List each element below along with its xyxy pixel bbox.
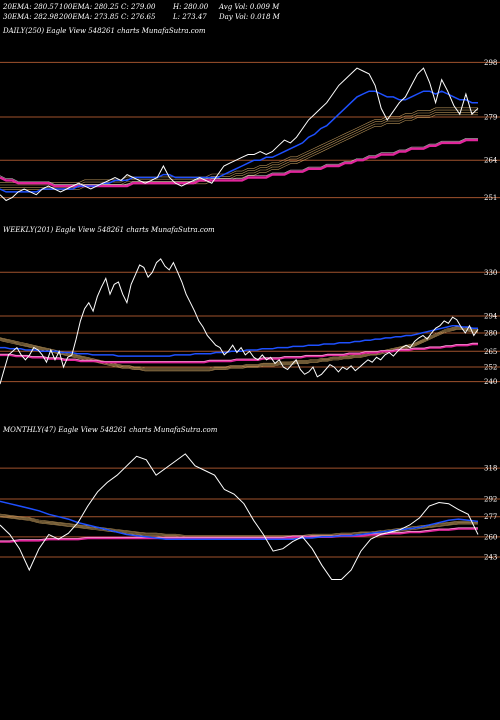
monthly-ema-200 — [0, 527, 478, 543]
avg-vol-value: Avg Vol: 0.009 M — [219, 3, 280, 11]
weekly-level-label-330: 330 — [484, 269, 497, 277]
ema200-value: 200EMA: 273.85 — [59, 13, 119, 21]
daily-ema-200 — [0, 138, 478, 188]
monthly-level-label-243: 243 — [484, 553, 497, 561]
daily-ema-blue — [0, 90, 478, 193]
ema100-value: 100EMA: 280.25 — [59, 3, 119, 11]
close-value-2: C: 276.65 — [121, 13, 156, 21]
day-vol-value: Day Vol: 0.018 M — [219, 13, 280, 21]
high-value: H: 280.00 — [173, 3, 209, 11]
close-value: C: 279.00 — [121, 3, 156, 11]
daily-panel-label: DAILY(250) Eagle View 548261 charts Muna… — [3, 27, 206, 35]
daily-price-line — [0, 67, 479, 202]
weekly-level-label-280: 280 — [484, 330, 497, 338]
monthly-price-line — [0, 453, 479, 580]
weekly-level-label-252: 252 — [484, 364, 497, 372]
ema30-value: 30EMA: 282.98 — [3, 13, 59, 21]
weekly-ema-blue — [0, 324, 478, 357]
daily-level-label-264: 264 — [484, 157, 498, 165]
ema20-value: 20EMA: 280.57 — [3, 3, 59, 11]
monthly-chart: 318 292 277 260 243 — [0, 453, 500, 580]
monthly-level-label-277: 277 — [484, 513, 497, 521]
weekly-price-line — [0, 258, 479, 385]
weekly-ema-200-edge — [0, 342, 478, 362]
daily-level-label-251: 251 — [484, 194, 497, 202]
weekly-level-label-294: 294 — [484, 313, 498, 321]
indicator-row-1: 20EMA: 280.57100EMA: 280.25 C: 279.00 H: 2… — [3, 2, 289, 12]
weekly-level-label-265: 265 — [484, 348, 497, 356]
daily-ema-mid-0 — [0, 114, 478, 190]
indicator-row-2: 30EMA: 282.98200EMA: 273.85 C: 276.65 L: 2… — [3, 12, 289, 22]
monthly-ema-mid-3 — [0, 513, 478, 536]
monthly-ema-200-edge — [0, 527, 478, 542]
indicator-header: 20EMA: 280.57100EMA: 280.25 C: 279.00 H: 2… — [3, 2, 289, 22]
daily-chart: 298 279 264 251 — [0, 59, 500, 202]
weekly-chart: 330 294 280 265 252 240 — [0, 258, 500, 386]
daily-ema-200-edge — [0, 138, 478, 185]
monthly-level-label-318: 318 — [484, 465, 497, 473]
weekly-panel-label: WEEKLY(201) Eagle View 548261 charts Mun… — [3, 226, 215, 234]
weekly-ema-200 — [0, 342, 478, 364]
low-value: L: 273.47 — [173, 13, 207, 21]
daily-ema-mid-2 — [0, 109, 478, 186]
monthly-level-label-260: 260 — [484, 533, 497, 541]
monthly-panel-label: MONTHLY(47) Eagle View 548261 charts Mun… — [3, 426, 218, 434]
daily-level-label-279: 279 — [484, 114, 497, 122]
weekly-ema-mid-3 — [0, 326, 478, 369]
monthly-level-label-292: 292 — [484, 495, 497, 503]
daily-level-label-298: 298 — [484, 59, 497, 67]
weekly-ema-mid-2 — [0, 327, 478, 370]
daily-ema-mid-3 — [0, 107, 478, 183]
weekly-level-label-240: 240 — [484, 378, 497, 386]
